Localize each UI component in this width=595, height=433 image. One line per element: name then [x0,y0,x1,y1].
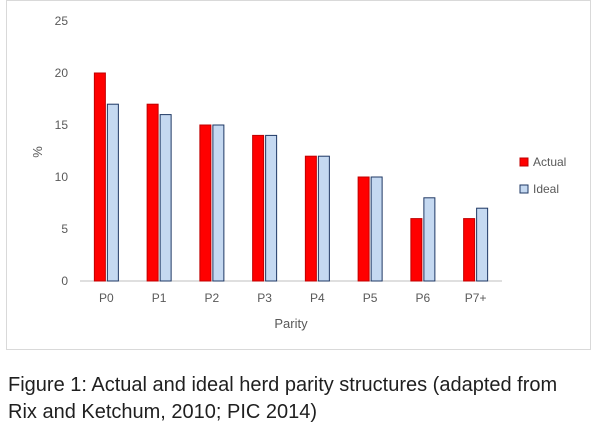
bar-ideal-p5 [370,176,383,282]
legend-label-actual: Actual [533,155,566,169]
y-tick-label: 5 [61,222,68,236]
bar-actual-p5 [357,176,370,282]
bar-actual-p3 [252,134,265,282]
x-tick-label: P7+ [465,291,487,305]
y-axis-title: % [30,146,45,158]
y-tick-label: 0 [61,274,68,288]
bar-ideal-p2 [212,124,225,282]
x-tick-label: P1 [152,291,167,305]
x-axis-ticks: P0 P1 P2 P3 P4 P5 P6 P7+ [99,291,486,305]
bar-ideal-p1 [159,114,172,282]
bar-ideal-p7plus [476,207,489,282]
x-tick-label: P3 [257,291,272,305]
bar-actual-p1 [146,103,159,282]
y-tick-label: 15 [55,118,69,132]
bar-chart: 0 5 10 15 20 25 P0 P1 P2 P3 P4 P5 P6 P7+ % Parity Ac… [30,14,566,331]
bar-actual-p2 [199,124,212,282]
legend-swatch-actual [519,157,529,167]
y-axis-ticks: 0 5 10 15 20 25 [55,14,69,288]
bar-actual-p6 [410,218,423,282]
bar-ideal-p3 [265,134,278,282]
x-tick-label: P2 [205,291,220,305]
x-tick-label: P6 [416,291,431,305]
figure-caption: Figure 1: Actual and ideal herd parity s… [8,374,558,423]
bar-actual-p4 [304,155,317,282]
x-tick-label: P5 [363,291,378,305]
bar-ideal-p6 [423,197,436,282]
bars [93,72,489,282]
x-tick-label: P4 [310,291,325,305]
legend-label-ideal: Ideal [533,182,559,196]
y-tick-label: 25 [55,14,69,28]
y-tick-label: 10 [55,170,69,184]
y-tick-label: 20 [55,66,69,80]
bar-ideal-p0 [106,103,119,282]
bar-actual-p7plus [463,218,476,282]
bar-ideal-p4 [317,155,330,282]
x-tick-label: P0 [99,291,114,305]
x-axis-title: Parity [274,316,308,331]
bar-actual-p0 [93,72,106,282]
legend-swatch-ideal [519,184,529,194]
legend: Actual Ideal [519,155,566,196]
